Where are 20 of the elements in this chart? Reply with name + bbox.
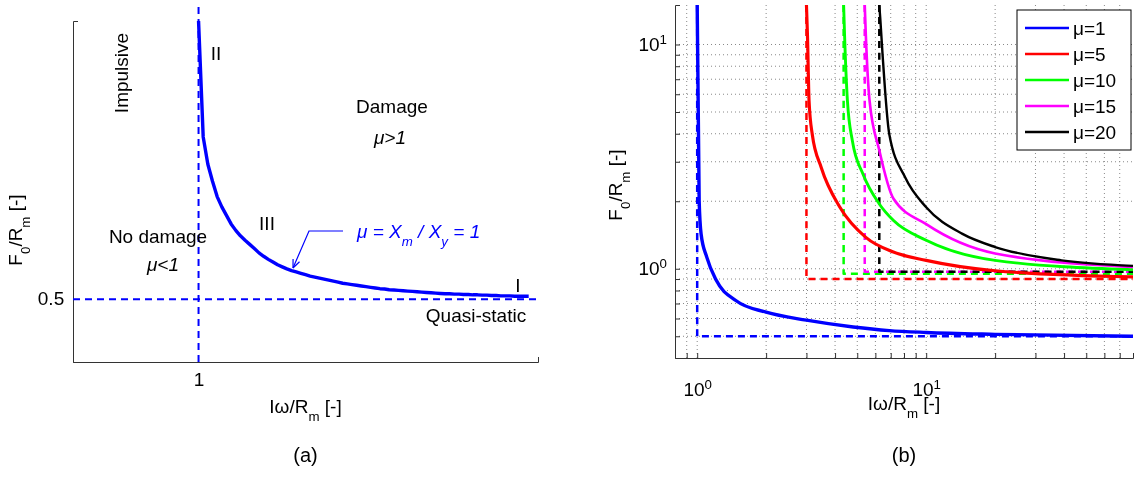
text: 0.5	[37, 288, 65, 309]
annotation: μ<1	[145, 254, 180, 275]
annotation: II	[210, 43, 222, 64]
x-axis-title: Iω/R$_{m}$ [-]	[269, 396, 342, 424]
annotation: I	[515, 275, 521, 296]
text: 1	[193, 369, 205, 390]
annotation: Damage	[356, 96, 428, 117]
annotation: No damage	[108, 226, 208, 247]
text: (b)	[891, 444, 917, 466]
legend-label: μ=15	[1073, 96, 1117, 117]
text: (a)	[293, 444, 318, 466]
legend-label: μ=10	[1073, 70, 1117, 91]
annotation: μ = X$_{m}$ / X$_{y}$ = 1	[356, 221, 481, 249]
legend-label: μ=5	[1073, 44, 1106, 65]
legend-label: μ=20	[1073, 122, 1117, 143]
annotation: Impulsive	[111, 32, 132, 114]
annotation: Quasi-static	[425, 305, 527, 326]
annotation: III	[259, 213, 275, 234]
legend-label: μ=1	[1073, 18, 1106, 39]
annotation: μ>1	[372, 127, 407, 148]
